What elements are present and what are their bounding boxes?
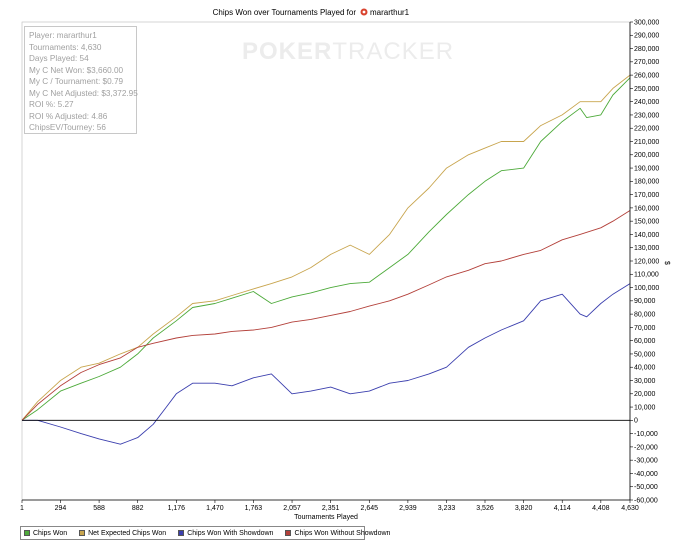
y-tick-label: 300,000: [634, 19, 659, 26]
legend-item-4: Chips Won Without Showdown: [285, 530, 390, 537]
y-tick-label: 110,000: [634, 272, 659, 279]
legend-label: Chips Won: [33, 529, 68, 537]
y-axis-title: $: [663, 261, 670, 265]
y-tick-label: 290,000: [634, 33, 659, 40]
y-tick-label: 20,000: [634, 391, 656, 398]
y-tick-label: 260,000: [634, 73, 659, 80]
chart-player-tag: mararthur1: [370, 8, 410, 17]
y-tick-label: 150,000: [634, 219, 659, 226]
y-tick-label: 200,000: [634, 152, 659, 159]
series-line-2: [21, 74, 631, 421]
y-tick-label: 210,000: [634, 139, 659, 146]
x-tick-label: 2,645: [361, 505, 379, 512]
stats-info-box: Player: mararthur1 Tournaments: 4,630 Da…: [24, 26, 138, 134]
y-tick-label: 240,000: [634, 99, 659, 106]
x-tick-label: 4,114: [554, 505, 571, 512]
stat-net-won: My C Net Won: $3,660.00: [29, 65, 124, 75]
x-tick-label: 3,526: [476, 505, 494, 512]
y-tick-label: -40,000: [634, 471, 658, 478]
y-tick-label: 120,000: [634, 258, 659, 265]
legend-item-1: Chips Won: [24, 530, 67, 537]
series-layer: [21, 74, 631, 445]
stat-roi-adjusted: ROI % Adjusted: 4.86: [29, 111, 108, 121]
legend-label: Chips Won Without Showdown: [294, 529, 391, 537]
x-tick-label: 2,939: [399, 505, 417, 512]
y-tick-label: 230,000: [634, 112, 659, 119]
y-tick-label: 160,000: [634, 205, 659, 212]
stat-roi: ROI %: 5.27: [29, 100, 74, 109]
legend-item-3: Chips Won With Showdown: [178, 530, 273, 537]
legend-swatch: [24, 530, 30, 536]
x-tick-label: 1: [20, 505, 24, 512]
x-tick-label: 4,408: [592, 505, 610, 512]
watermark-part1: POKER: [242, 38, 333, 65]
series-line-1: [21, 77, 631, 421]
y-tick-label: 180,000: [634, 179, 659, 186]
stat-tournaments: Tournaments: 4,630: [29, 42, 102, 52]
legend-label: Chips Won With Showdown: [187, 529, 274, 537]
x-tick-label: 882: [132, 505, 144, 512]
y-tick-label: -30,000: [634, 458, 658, 465]
x-tick-label: 588: [93, 505, 105, 512]
y-tick-label: -20,000: [634, 444, 658, 451]
y-tick-label: 130,000: [634, 245, 659, 252]
y-tick-label: 220,000: [634, 126, 659, 133]
stat-days-played: Days Played: 54: [29, 54, 89, 63]
legend-swatch: [79, 530, 86, 536]
y-tick-label: 190,000: [634, 165, 659, 172]
stat-net-adjusted: My C Net Adjusted: $3,372.95: [29, 88, 138, 98]
y-tick-label: 280,000: [634, 46, 659, 53]
y-tick-label: 60,000: [634, 338, 656, 345]
series-line-4: [21, 210, 631, 421]
x-tick-label: 2,351: [322, 505, 340, 512]
stat-chipsev: ChipsEV/Tourney: 56: [29, 123, 106, 132]
y-tick-label: 140,000: [634, 232, 659, 239]
y-tick-label: 50,000: [634, 351, 656, 358]
y-tick-label: -50,000: [634, 484, 658, 491]
poker-chip-icon: [360, 8, 368, 16]
y-tick-label: -60,000: [634, 497, 658, 504]
y-tick-label: 170,000: [634, 192, 659, 199]
x-tick-label: 3,820: [515, 505, 533, 512]
stat-per-tourney: My C / Tournament: $0.79: [29, 77, 124, 86]
x-tick-label: 2,057: [283, 505, 301, 512]
y-tick-label: 250,000: [634, 86, 659, 93]
axes-layer: -60,000 -50,000 -40,000 -30,000 -20,000 -10,0…: [20, 19, 659, 512]
x-tick-label: 1,470: [206, 505, 224, 512]
series-line-3: [22, 283, 631, 445]
y-tick-label: 30,000: [634, 378, 656, 385]
y-tick-label: 10,000: [634, 404, 656, 411]
y-tick-label: -10,000: [634, 431, 658, 438]
y-tick-label: 100,000: [634, 285, 659, 292]
legend-swatch: [178, 530, 185, 536]
y-tick-label: 80,000: [634, 312, 656, 319]
legend-item-2: Net Expected Chips Won: [79, 530, 166, 537]
x-tick-label: 1,176: [168, 505, 186, 512]
poker-tracker-watermark: POKERTRACKER: [242, 38, 454, 66]
legend-label: Net Expected Chips Won: [88, 529, 167, 537]
y-tick-label: 90,000: [634, 298, 656, 305]
x-tick-label: 1,763: [245, 505, 263, 512]
x-tick-label: 294: [55, 505, 67, 512]
chart-legend: Chips Won Net Expected Chips Won Chips Won…: [20, 526, 390, 540]
y-tick-label: 70,000: [634, 325, 656, 332]
x-tick-label: 3,233: [438, 505, 456, 512]
y-tick-label: 270,000: [634, 59, 659, 66]
chart-title: Chips Won over Tournaments Played for: [213, 8, 357, 17]
x-axis-title: Tournaments Played: [294, 514, 358, 521]
y-tick-label: 0: [634, 418, 638, 425]
x-tick-label: 4,630: [621, 505, 639, 512]
watermark-part2: TRACKER: [332, 38, 455, 65]
legend-swatch: [285, 530, 292, 536]
stat-player: Player: mararthur1: [29, 31, 97, 40]
y-tick-label: 40,000: [634, 365, 656, 372]
